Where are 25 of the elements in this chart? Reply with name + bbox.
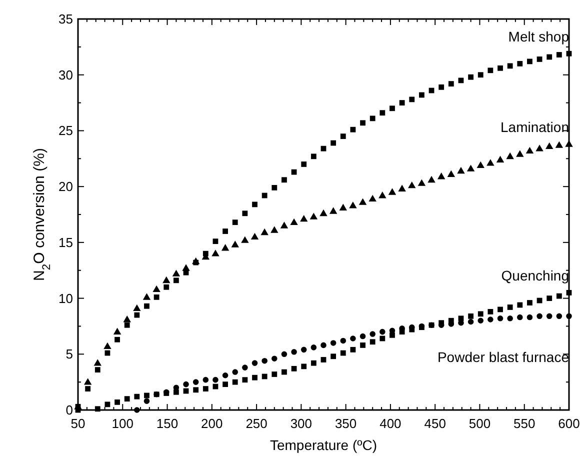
x-tick-label: 300 (290, 416, 312, 431)
x-tick-label: 600 (558, 416, 580, 431)
y-tick-label: 0 (66, 402, 73, 418)
x-tick-label: 450 (424, 416, 446, 431)
x-tick-label: 400 (380, 416, 402, 431)
y-tick-label: 10 (58, 290, 73, 306)
x-tick-label: 350 (334, 416, 357, 431)
x-axis-title: Temperature (ºC) (270, 437, 378, 453)
x-tick-label: 100 (112, 416, 134, 431)
y-tick-label: 30 (58, 67, 73, 82)
legend-label: Quenching (501, 268, 569, 284)
legend-label: Melt shop (508, 28, 570, 45)
y-tick-label: 15 (58, 234, 73, 250)
y-tick-label: 5 (66, 346, 73, 362)
y-tick-label: 20 (58, 179, 73, 194)
y-tick-label: 35 (58, 12, 73, 26)
x-tick-label: 50 (70, 416, 86, 431)
x-tick-label: 200 (201, 416, 223, 431)
legend-label: Powder blast furnace (437, 349, 570, 366)
x-tick-label: 550 (514, 416, 536, 431)
legend-label: Lamination (500, 119, 569, 136)
y-tick-label: 25 (58, 123, 73, 138)
x-tick-label: 500 (468, 416, 491, 431)
x-tick-label: 150 (156, 416, 178, 431)
x-tick-label: 250 (246, 416, 268, 431)
